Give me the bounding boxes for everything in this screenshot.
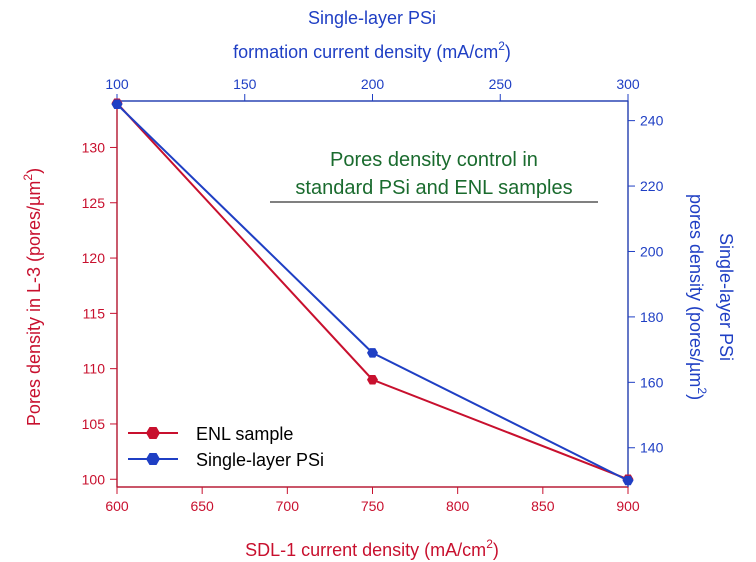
top-tick-label: 300 (616, 76, 640, 92)
legend: ENL sample Single-layer PSi (128, 424, 324, 470)
legend-label-enl: ENL sample (196, 424, 293, 444)
series-point-1-1 (367, 348, 378, 358)
series-point-1-0 (111, 99, 123, 110)
top-axis-title-line2: formation current density (mA/cm2) (233, 39, 511, 62)
left-tick-label: 130 (82, 139, 106, 155)
left-tick-label: 125 (82, 195, 106, 211)
legend-marker-enl (146, 426, 160, 440)
top-tick-label: 100 (105, 76, 129, 92)
left-tick-label: 105 (82, 416, 106, 432)
bottom-tick-label: 650 (190, 498, 214, 514)
bottom-tick-label: 600 (105, 498, 129, 514)
right-tick-label: 140 (640, 440, 664, 456)
top-tick-label: 200 (361, 76, 385, 92)
series-layer (111, 98, 634, 486)
bottom-tick-label: 700 (276, 498, 300, 514)
right-tick-label: 240 (640, 113, 664, 129)
left-axis-title: Pores density in L-3 (pores/µm2) (21, 168, 44, 426)
top-tick-label: 150 (233, 76, 257, 92)
bottom-tick-label: 850 (531, 498, 555, 514)
bottom-axis: 600 650 700 750 800 850 900 (105, 486, 640, 514)
left-tick-label: 100 (82, 471, 106, 487)
top-tick-label: 250 (489, 76, 513, 92)
top-axis: 100 150 200 250 300 (105, 76, 640, 102)
bottom-tick-label: 900 (616, 498, 640, 514)
left-tick-label: 110 (83, 361, 106, 377)
right-tick-label: 180 (640, 309, 664, 325)
series-point-0-1 (367, 374, 378, 385)
legend-marker-single (146, 452, 160, 466)
right-tick-label: 200 (640, 243, 664, 259)
bottom-tick-label: 750 (361, 498, 385, 514)
left-tick-label: 115 (83, 305, 106, 321)
right-tick-label: 160 (640, 374, 664, 390)
bottom-axis-title: SDL-1 current density (mA/cm2) (245, 537, 499, 560)
series-point-1-2 (622, 475, 634, 486)
left-axis: 100 105 110 115 120 125 130 (82, 101, 118, 487)
right-axis-title-line1: Single-layer PSi (716, 233, 736, 361)
right-axis: 140 160 180 200 220 240 (627, 101, 664, 487)
chart-title-line1: Pores density control in (330, 149, 538, 171)
left-tick-label: 120 (82, 250, 106, 266)
right-tick-label: 220 (640, 178, 664, 194)
legend-label-single: Single-layer PSi (196, 450, 324, 470)
bottom-tick-label: 800 (446, 498, 470, 514)
right-axis-title-line2: pores density (pores/µm2) (686, 194, 709, 400)
chart-title-line2: standard PSi and ENL samples (295, 177, 572, 199)
top-axis-title-line1: Single-layer PSi (308, 8, 436, 28)
